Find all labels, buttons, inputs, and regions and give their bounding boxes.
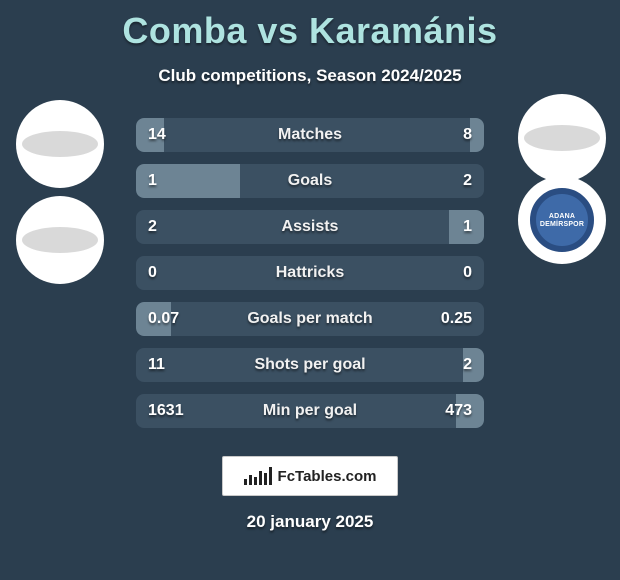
- player-right-badge-1: [518, 94, 606, 182]
- stat-value-right: 1: [463, 210, 472, 244]
- club-name-line-1: ADANA: [549, 213, 575, 220]
- player-left-badge-2: [16, 196, 104, 284]
- chart-icon-bar: [269, 467, 272, 485]
- placeholder-ellipse: [524, 125, 600, 151]
- chart-icon-bar: [259, 471, 262, 485]
- stat-value-right: 2: [463, 348, 472, 382]
- stat-row: 2Assists1: [136, 210, 484, 244]
- footer-date: 20 january 2025: [0, 512, 620, 532]
- stat-row: 0.07Goals per match0.25: [136, 302, 484, 336]
- site-name: FcTables.com: [278, 468, 377, 485]
- stat-label: Assists: [136, 210, 484, 244]
- placeholder-ellipse: [22, 131, 98, 157]
- placeholder-ellipse: [22, 227, 98, 253]
- stat-value-right: 473: [445, 394, 472, 428]
- stat-row: 0Hattricks0: [136, 256, 484, 290]
- subtitle: Club competitions, Season 2024/2025: [0, 66, 620, 86]
- chart-icon-bar: [244, 479, 247, 485]
- stat-value-right: 8: [463, 118, 472, 152]
- player-left-badge-1: [16, 100, 104, 188]
- stat-row: 1Goals2: [136, 164, 484, 198]
- chart-icon: [244, 467, 272, 485]
- page-title: Comba vs Karamánis: [0, 0, 620, 52]
- club-crest: ADANA DEMİRSPOR: [530, 188, 594, 252]
- stat-row: 14Matches8: [136, 118, 484, 152]
- stat-label: Shots per goal: [136, 348, 484, 382]
- stat-label: Min per goal: [136, 394, 484, 428]
- stat-value-right: 0: [463, 256, 472, 290]
- stat-row: 11Shots per goal2: [136, 348, 484, 382]
- stats-rows: 14Matches81Goals22Assists10Hattricks00.0…: [136, 118, 484, 440]
- stat-value-right: 0.25: [441, 302, 472, 336]
- player-right-badge-2: ADANA DEMİRSPOR: [518, 176, 606, 264]
- club-name-line-2: DEMİRSPOR: [540, 221, 584, 228]
- stat-label: Matches: [136, 118, 484, 152]
- stat-row: 1631Min per goal473: [136, 394, 484, 428]
- stat-value-right: 2: [463, 164, 472, 198]
- stat-label: Goals per match: [136, 302, 484, 336]
- chart-icon-bar: [249, 475, 252, 485]
- chart-icon-bar: [254, 477, 257, 485]
- site-logo: FcTables.com: [222, 456, 398, 496]
- chart-icon-bar: [264, 473, 267, 485]
- stat-label: Goals: [136, 164, 484, 198]
- stat-label: Hattricks: [136, 256, 484, 290]
